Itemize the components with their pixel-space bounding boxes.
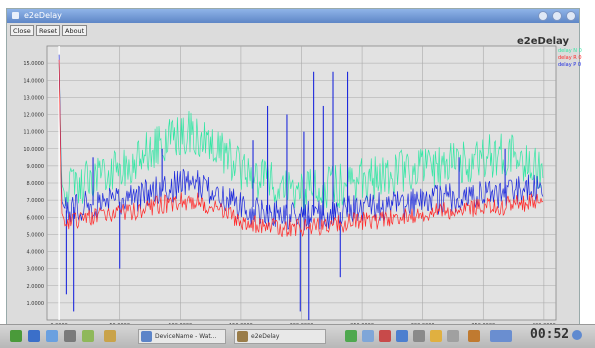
taskbar-item-device[interactable]: DeviceName - Wat... [138,329,226,344]
series-line-2 [58,54,544,231]
bluetooth-icon[interactable] [396,330,408,342]
start-menu-icon[interactable] [10,330,22,342]
volume-icon[interactable] [362,330,374,342]
taskbar-item-label: e2eDelay [251,333,280,340]
tray-menu-icon[interactable] [572,330,582,340]
taskbar-item-e2edelay[interactable]: e2eDelay [234,329,326,344]
terminal-icon[interactable] [64,330,76,342]
calendar-icon[interactable] [468,330,480,342]
folder-icon[interactable] [104,330,116,342]
y-tick-label: 15.0000 [23,61,44,67]
taskbar: DeviceName - Wat... e2eDelay 00:52 [0,324,595,348]
y-tick-label: 10.0000 [23,147,44,153]
toolbar: Close Reset About [7,24,579,38]
app-icon [12,12,19,19]
y-tick-label: 9.0000 [27,164,45,170]
y-tick-label: 2.0000 [27,284,45,290]
series-line-0 [58,63,544,214]
y-tick-label: 12.0000 [23,113,44,119]
update-icon[interactable] [379,330,391,342]
desktop-icon[interactable] [28,330,40,342]
y-tick-label: 3.0000 [27,267,45,273]
y-tick-label: 8.0000 [27,181,45,187]
y-tick-label: 11.0000 [23,130,44,136]
battery-icon[interactable] [430,330,442,342]
close-window-button[interactable] [566,11,576,21]
chart-title: e2eDelay [517,36,569,47]
legend-entry: delay P 0 [558,62,581,68]
keyboard-icon[interactable] [447,330,459,342]
y-tick-label: 14.0000 [23,78,44,84]
y-tick-label: 5.0000 [27,232,45,238]
maximize-button[interactable] [552,11,562,21]
minimize-button[interactable] [538,11,548,21]
y-tick-label: 13.0000 [23,95,44,101]
legend-entry: delay R 0 [558,55,582,61]
y-tick-label: 7.0000 [27,198,45,204]
file-manager-icon[interactable] [46,330,58,342]
reset-button[interactable]: Reset [36,25,61,36]
close-button[interactable]: Close [10,25,34,36]
about-button[interactable]: About [62,25,88,36]
browser-icon[interactable] [82,330,94,342]
window-icon [237,331,248,342]
taskbar-item-label: DeviceName - Wat... [155,333,217,340]
printer-icon[interactable] [413,330,425,342]
window-title: e2eDelay [24,11,62,20]
clock: 00:52 [530,327,570,342]
y-tick-label: 6.0000 [27,215,45,221]
window-icon [141,331,152,342]
workspace-switcher-icon[interactable] [490,330,512,342]
y-tick-label: 4.0000 [27,250,45,256]
series-line-1 [58,59,544,238]
y-tick-label: 1.0000 [27,301,45,307]
legend-entry: delay N 0 [558,48,582,54]
title-bar: e2eDelay [7,9,579,23]
network-icon[interactable] [345,330,357,342]
